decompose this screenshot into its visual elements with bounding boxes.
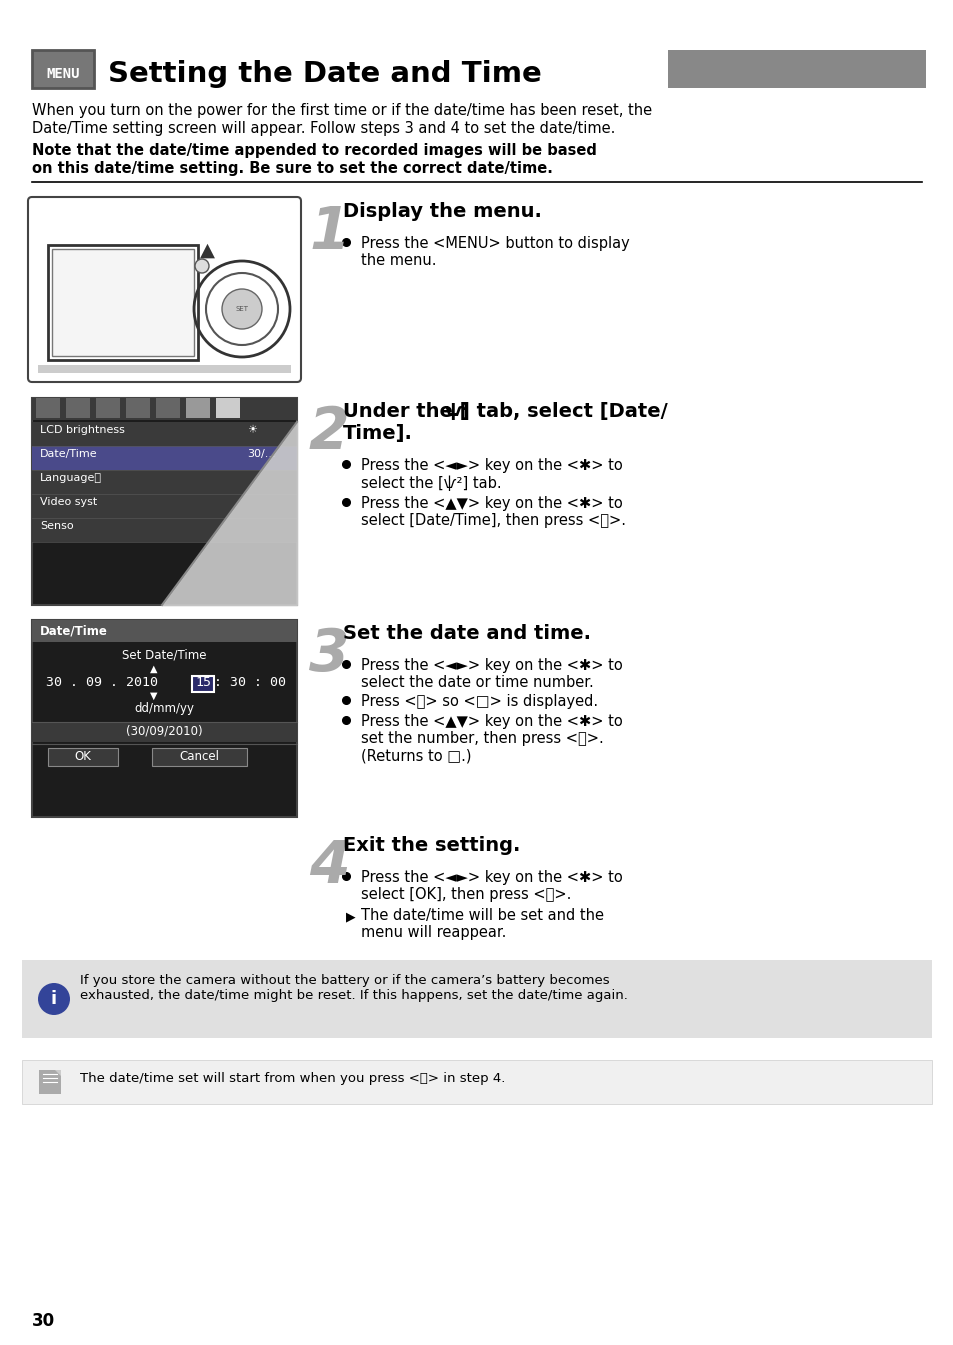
Text: 2: 2 (309, 404, 349, 461)
Bar (39, 1071, 61, 1093)
Text: 4: 4 (309, 838, 349, 894)
Text: Time].: Time]. (343, 424, 413, 443)
Text: : 30 : 00: : 30 : 00 (213, 677, 286, 689)
Bar (192, 677, 213, 691)
Text: Setting the Date and Time: Setting the Date and Time (108, 61, 541, 87)
Bar (32, 398, 296, 420)
Text: Date/Time: Date/Time (40, 449, 97, 459)
Bar (667, 50, 925, 87)
Text: Press the <◄►> key on the <✱> to
select the [ѱ²] tab.: Press the <◄►> key on the <✱> to select … (360, 459, 622, 491)
Text: OK: OK (74, 751, 91, 763)
Bar (32, 422, 296, 447)
Bar (32, 518, 296, 542)
Bar (32, 469, 296, 494)
Text: ] tab, select [Date/: ] tab, select [Date/ (460, 402, 667, 421)
Text: Cancel: Cancel (179, 751, 219, 763)
Polygon shape (162, 422, 296, 605)
Text: MENU: MENU (46, 67, 80, 81)
Bar (48, 245, 198, 360)
Text: ▼: ▼ (150, 691, 157, 701)
Text: dd/mm/yy: dd/mm/yy (133, 702, 193, 716)
Bar (152, 748, 247, 767)
Text: Press <Ⓢ> so <□> is displayed.: Press <Ⓢ> so <□> is displayed. (360, 694, 598, 709)
Text: Exit the setting.: Exit the setting. (343, 837, 519, 855)
Text: Note that the date/time appended to recorded images will be based: Note that the date/time appended to reco… (32, 143, 597, 157)
Text: ☀: ☀ (247, 425, 256, 434)
Text: Set the date and time.: Set the date and time. (343, 624, 590, 643)
Text: Date/Time: Date/Time (40, 624, 108, 638)
FancyBboxPatch shape (32, 50, 94, 87)
Bar (32, 620, 296, 816)
Text: Language⸄: Language⸄ (40, 473, 102, 483)
Bar (36, 398, 60, 418)
Text: Press the <MENU> button to display
the menu.: Press the <MENU> button to display the m… (360, 235, 629, 269)
Polygon shape (55, 1071, 61, 1076)
Text: i: i (51, 990, 57, 1007)
Bar (38, 364, 291, 373)
Text: When you turn on the power for the first time or if the date/time has been reset: When you turn on the power for the first… (32, 104, 652, 118)
Text: 1: 1 (309, 204, 349, 261)
Circle shape (38, 983, 70, 1015)
Text: Press the <▲▼> key on the <✱> to
set the number, then press <Ⓢ>.
(Returns to □.): Press the <▲▼> key on the <✱> to set the… (360, 714, 622, 764)
Text: ѱ²: ѱ² (444, 402, 470, 420)
Text: 15: 15 (194, 677, 211, 689)
Bar (96, 398, 120, 418)
Text: Date/Time setting screen will appear. Follow steps 3 and 4 to set the date/time.: Date/Time setting screen will appear. Fo… (32, 121, 615, 136)
Text: 30 . 09 . 2010: 30 . 09 . 2010 (46, 677, 158, 689)
Bar (126, 398, 150, 418)
Bar (32, 620, 296, 642)
Bar (32, 722, 296, 742)
Bar (22, 1060, 931, 1104)
Text: ▶: ▶ (346, 911, 355, 923)
Text: (30/09/2010): (30/09/2010) (126, 725, 202, 738)
Bar (186, 398, 210, 418)
Text: The date/time will be set and the
menu will reappear.: The date/time will be set and the menu w… (360, 908, 603, 940)
Text: ▲: ▲ (150, 664, 157, 674)
Text: Press the <▲▼> key on the <✱> to
select [Date/Time], then press <Ⓢ>.: Press the <▲▼> key on the <✱> to select … (360, 496, 625, 529)
Circle shape (222, 289, 262, 330)
Text: Press the <◄►> key on the <✱> to
select [OK], then press <Ⓢ>.: Press the <◄►> key on the <✱> to select … (360, 870, 622, 902)
Text: Display the menu.: Display the menu. (343, 202, 541, 221)
Text: ▲: ▲ (199, 241, 214, 260)
Bar (215, 398, 240, 418)
Circle shape (194, 260, 209, 273)
Text: 3: 3 (309, 625, 349, 683)
FancyBboxPatch shape (28, 196, 301, 382)
Text: LCD brightness: LCD brightness (40, 425, 125, 434)
Bar (156, 398, 180, 418)
Text: Senso: Senso (40, 521, 73, 531)
Bar (32, 494, 296, 518)
Bar (32, 447, 296, 469)
Bar (32, 398, 296, 605)
Text: Set Date/Time: Set Date/Time (122, 648, 206, 660)
Text: Under the [: Under the [ (343, 402, 468, 421)
Text: The date/time set will start from when you press <Ⓢ> in step 4.: The date/time set will start from when y… (80, 1072, 505, 1085)
Text: If you store the camera without the battery or if the camera’s battery becomes
e: If you store the camera without the batt… (80, 974, 627, 1002)
Text: 30: 30 (32, 1311, 55, 1330)
Text: Video syst: Video syst (40, 498, 97, 507)
Text: Press the <◄►> key on the <✱> to
select the date or time number.: Press the <◄►> key on the <✱> to select … (360, 658, 622, 690)
Bar (52, 249, 193, 356)
Bar (66, 398, 90, 418)
Text: SET: SET (235, 307, 248, 312)
Bar (48, 748, 118, 767)
Text: on this date/time setting. Be sure to set the correct date/time.: on this date/time setting. Be sure to se… (32, 161, 553, 176)
Text: 30/…: 30/… (247, 449, 275, 459)
Bar (22, 960, 931, 1038)
